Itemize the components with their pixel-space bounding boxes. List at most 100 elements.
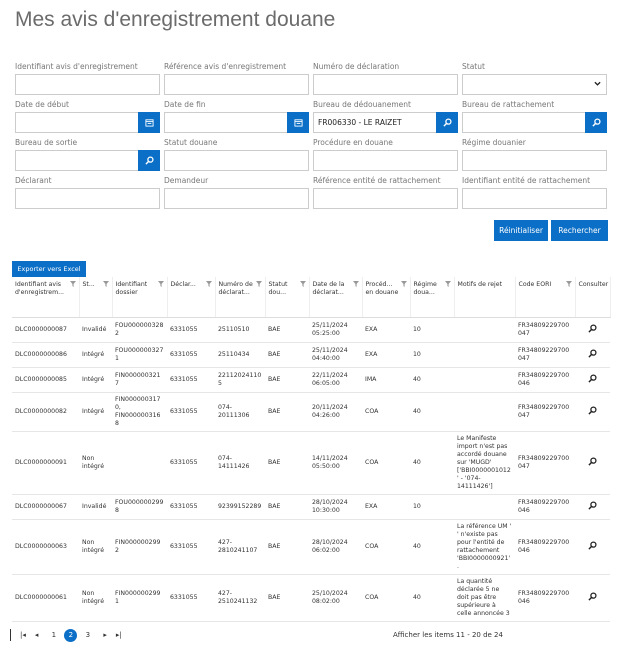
cell-text: BAE: [268, 542, 281, 550]
filter-icon[interactable]: [299, 281, 306, 287]
column-header[interactable]: Numéro de déclarat...: [215, 277, 266, 318]
filter-input[interactable]: [15, 74, 160, 95]
table-cell: 074-14111426: [215, 431, 265, 495]
cell-text: COA: [365, 542, 379, 550]
column-header[interactable]: Régime doua...: [410, 277, 455, 318]
cell-text: 92399152289: [218, 502, 262, 510]
search-icon: [588, 323, 597, 333]
cell-text: DLC0000000087: [15, 325, 67, 333]
filter-input[interactable]: [15, 150, 160, 171]
column-header[interactable]: Procéd... en douane: [362, 277, 411, 318]
calendar-icon: [293, 119, 303, 127]
page-number[interactable]: 2: [64, 628, 78, 642]
table-cell: Intégré: [79, 392, 112, 432]
table-cell: 40: [410, 431, 454, 495]
cell-text: 25110510: [218, 325, 250, 333]
filter-input[interactable]: FR006330 - LE RAIZET: [313, 112, 458, 133]
consult-button[interactable]: [588, 373, 597, 385]
filter-input[interactable]: [15, 188, 160, 209]
column-header[interactable]: Identifiant dossier: [112, 277, 168, 318]
filter-icon[interactable]: [205, 281, 212, 287]
table-cell: DLC0000000087: [12, 317, 79, 343]
consult-button[interactable]: [588, 348, 597, 360]
filter-icon[interactable]: [255, 281, 262, 287]
filter-input[interactable]: [462, 74, 607, 95]
table-cell: BAE: [265, 342, 309, 368]
column-label: Procéd... en douane: [365, 281, 399, 296]
consult-button[interactable]: [588, 591, 597, 603]
filter-icon[interactable]: [400, 281, 407, 287]
first-page[interactable]: |◂: [20, 631, 26, 639]
column-header[interactable]: Déclar...: [167, 277, 216, 318]
lookup-button[interactable]: [436, 112, 458, 133]
table-cell: 6331055: [167, 392, 215, 432]
table-cell: 6331055: [167, 574, 215, 622]
page-title: Mes avis d'enregistrement douane: [15, 8, 336, 31]
table-cell: 6331055: [167, 367, 215, 393]
filter-input[interactable]: [313, 188, 458, 209]
filter-label: Bureau de rattachement: [462, 100, 555, 109]
filter-icon[interactable]: [352, 281, 359, 287]
column-header[interactable]: Consulter: [575, 277, 611, 318]
consult-cell: [575, 367, 610, 393]
lookup-button[interactable]: [138, 150, 160, 171]
filter-input[interactable]: [15, 112, 160, 133]
cell-text: 40: [413, 458, 421, 466]
column-header[interactable]: Motifs de rejet: [454, 277, 516, 318]
filter-icon[interactable]: [444, 281, 451, 287]
table-cell: BAE: [265, 317, 309, 343]
column-header[interactable]: Code EORI: [515, 277, 576, 318]
consult-button[interactable]: [588, 323, 597, 335]
cell-text: FOU0000003271: [115, 346, 164, 362]
table-cell: 427-2510241132: [215, 574, 265, 622]
column-header[interactable]: Statut dou...: [265, 277, 310, 318]
filter-input[interactable]: [462, 188, 607, 209]
page-number[interactable]: 3: [85, 631, 91, 639]
calendar-button[interactable]: [287, 112, 309, 133]
table-cell: COA: [362, 519, 410, 575]
cell-text: 40: [413, 593, 421, 601]
filter-icon[interactable]: [565, 281, 572, 287]
column-header[interactable]: St...: [79, 277, 113, 318]
cell-text: COA: [365, 458, 379, 466]
column-label: St...: [82, 281, 95, 288]
table-cell: Non intégré: [79, 519, 112, 575]
table-cell: BAE: [265, 494, 309, 520]
filter-icon[interactable]: [102, 281, 109, 287]
consult-button[interactable]: [588, 405, 597, 417]
filter-input[interactable]: [462, 150, 607, 171]
column-label: Code EORI: [518, 281, 552, 288]
calendar-button[interactable]: [138, 112, 160, 133]
cell-text: 25/11/2024 04:40:00: [312, 346, 348, 362]
consult-button[interactable]: [588, 540, 597, 552]
export-button[interactable]: Exporter vers Excel: [12, 261, 86, 277]
filter-input[interactable]: [164, 112, 309, 133]
filter-icon[interactable]: [157, 281, 164, 287]
table-cell: [454, 494, 515, 520]
reset-button[interactable]: Réinitialiser: [494, 220, 548, 241]
column-header[interactable]: Date de la déclarat...: [309, 277, 363, 318]
prev-page[interactable]: ◂: [34, 631, 39, 639]
filter-icon[interactable]: [69, 281, 76, 287]
filter-input[interactable]: [164, 150, 309, 171]
consult-button[interactable]: [588, 456, 597, 468]
table-cell: FR34809229700046: [515, 519, 575, 575]
table-cell: 25110510: [215, 317, 265, 343]
filter-input[interactable]: [313, 150, 458, 171]
cell-text: 14/11/2024 05:50:00: [312, 454, 348, 470]
cell-text: BAE: [268, 375, 281, 383]
search-button[interactable]: Rechercher: [551, 220, 608, 241]
filter-input[interactable]: [462, 112, 607, 133]
filter-input[interactable]: [164, 188, 309, 209]
page-number[interactable]: 1: [51, 631, 57, 639]
filter-input[interactable]: [313, 74, 458, 95]
column-header[interactable]: Identifiant avis d'enregistrem...: [12, 277, 80, 318]
table-cell: DLC0000000061: [12, 574, 79, 622]
next-page[interactable]: ▸: [103, 631, 107, 639]
filter-input[interactable]: [164, 74, 309, 95]
consult-button[interactable]: [588, 500, 597, 512]
lookup-button[interactable]: [585, 112, 607, 133]
last-page[interactable]: ▸|: [115, 631, 122, 639]
table-cell: EXA: [362, 317, 410, 343]
